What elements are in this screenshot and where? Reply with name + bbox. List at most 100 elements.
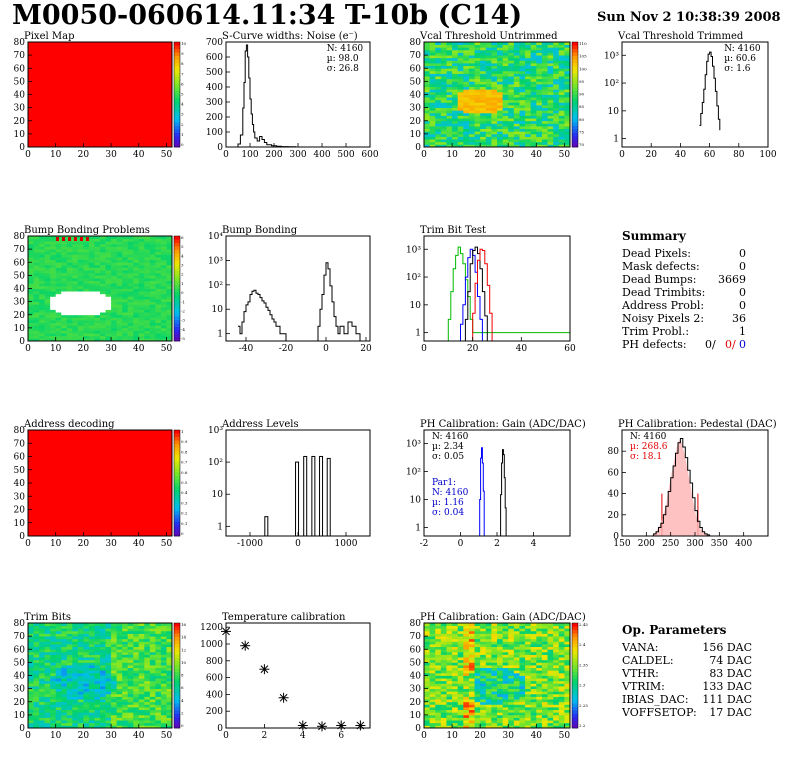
colorbar-tick-label: 8 xyxy=(181,61,184,66)
y-tick-label: 1 xyxy=(415,329,421,339)
y-tick-label: 10 xyxy=(14,711,26,721)
y-tick-label: 20 xyxy=(14,698,26,708)
colorbar-tick-label: 0 xyxy=(181,531,184,536)
y-tick-label: 0 xyxy=(415,143,421,153)
op-params-panel: Op. Parameters VANA: 156 DAC CALDEL: 74 DAC… xyxy=(622,623,752,719)
x-tick-label: 20 xyxy=(474,731,486,741)
stats-line: µ: 1.16 xyxy=(432,498,464,508)
summary-row-ph: PH defects: 0/ 0/ 0 xyxy=(622,338,746,351)
y-tick-label: 600 xyxy=(206,53,223,63)
stats-line: µ: 60.6 xyxy=(724,54,756,64)
y-tick-label: 20 xyxy=(410,117,422,127)
y-tick-label: 1 xyxy=(217,330,223,340)
chart-ph-pedestal: 150 200 250 300 350 400 0 20 40 60 80 PH Calibratio… xyxy=(608,419,777,549)
x-tick-label: 500 xyxy=(337,150,354,160)
op-param-row-label: IBIAS_DAC: xyxy=(622,693,689,706)
y-tick-label: 80 xyxy=(410,619,422,629)
summary-row-label: Address Probl: xyxy=(622,299,705,312)
y-tick-label: 700 xyxy=(206,38,223,48)
summary-row: Dead Pixels: 0 xyxy=(622,247,746,260)
colorbar xyxy=(571,41,579,148)
chart-title: Vcal Threshold Untrimmed xyxy=(419,31,558,42)
y-tick-label: 50 xyxy=(14,658,26,668)
summary-row: Mask defects: 0 xyxy=(622,260,746,273)
y-tick-label: 10 xyxy=(212,490,224,500)
y-tick-label: 70 xyxy=(14,632,26,642)
colorbar-tick-label: 100 xyxy=(579,66,587,71)
x-tick-label: 40 xyxy=(531,150,543,160)
x-tick-label: 0 xyxy=(458,539,464,549)
colorbar-tick-label: 0.8 xyxy=(181,449,188,454)
stats-line: N: 4160 xyxy=(630,432,667,442)
x-tick-label: 4 xyxy=(300,731,306,741)
x-tick-label: 300 xyxy=(686,539,703,549)
hot-pixel xyxy=(86,237,89,241)
stats-line: σ: 0.05 xyxy=(432,452,464,462)
y-tick-label: 40 xyxy=(410,672,422,682)
chart-title: PH Calibration: Gain (ADC/DAC) xyxy=(420,419,586,430)
colorbar-tick-label: 2.2 xyxy=(579,723,586,728)
colorbar-tick-label: 70 xyxy=(579,142,585,147)
bar xyxy=(311,455,316,537)
chart-title: Trim Bits xyxy=(24,612,71,623)
x-tick-label: 20 xyxy=(78,539,90,549)
colorbar-tick-label: 2 xyxy=(181,710,184,715)
series-line xyxy=(235,44,370,148)
stats-line: N: 4160 xyxy=(724,44,761,54)
y-tick-label: 0 xyxy=(19,143,25,153)
y-tick-label: 40 xyxy=(608,490,620,500)
y-tick-label: 10⁴ xyxy=(208,232,223,242)
colorbar-tick-label: 1 xyxy=(181,281,184,286)
y-tick-label: 0 xyxy=(19,532,25,542)
y-tick-label: 10 xyxy=(14,519,26,529)
y-tick-label: 1000 xyxy=(200,640,223,650)
y-tick-label: 80 xyxy=(14,619,26,629)
hot-pixel xyxy=(74,237,77,241)
x-tick-label: 50 xyxy=(559,150,571,160)
chart-title: S-Curve widths: Noise (e⁻) xyxy=(222,31,358,42)
x-tick-label: 10 xyxy=(50,150,62,160)
summary-row-value: 1 xyxy=(739,325,746,338)
op-param-row-label: VTHR: xyxy=(622,667,659,680)
series-line xyxy=(651,438,711,537)
y-tick-label: 20 xyxy=(14,117,26,127)
x-tick-label: 10 xyxy=(50,731,62,741)
op-param-row-value: 83 DAC xyxy=(709,667,752,680)
colorbar xyxy=(173,622,181,729)
y-tick-label: 10 xyxy=(14,324,26,334)
colorbar-tick-label: 0 xyxy=(181,142,184,147)
stats-line: N: 4160 xyxy=(432,488,469,498)
y-tick-label: 50 xyxy=(410,77,422,87)
y-tick-label: 80 xyxy=(14,426,26,436)
stats-line: N: 4160 xyxy=(327,44,364,54)
y-tick-label: 60 xyxy=(410,645,422,655)
colorbar-tick-label: 0.3 xyxy=(181,500,188,505)
page-title: M0050-060614.11:34 T-10b (C14) xyxy=(12,0,523,31)
colorbar-tick-label: 2.3 xyxy=(579,683,586,688)
y-tick-label: 1 xyxy=(217,522,223,532)
y-tick-label: 70 xyxy=(14,245,26,255)
colorbar-tick-label: 85 xyxy=(579,104,585,109)
colorbar-tick-label: 1 xyxy=(181,429,184,434)
y-tick-label: 70 xyxy=(410,632,422,642)
y-tick-label: 70 xyxy=(410,51,422,61)
y-tick-label: 1200 xyxy=(200,623,223,633)
plot-frame xyxy=(423,235,571,342)
summary-row-label: Mask defects: xyxy=(622,260,700,273)
scatter-marker xyxy=(240,640,251,651)
op-param-row: IBIAS_DAC: 111 DAC xyxy=(622,693,752,706)
y-tick-label: 1 xyxy=(613,135,619,145)
x-tick-label: 0 xyxy=(421,344,427,354)
x-tick-label: 40 xyxy=(531,731,543,741)
y-tick-label: 80 xyxy=(14,38,26,48)
chart-vcal-untrimmed: 110 105 100 95 90 85 80 75 70 0 10 20 30 40 50 0 10 20 30 4… xyxy=(410,31,588,160)
x-tick-label: 30 xyxy=(503,731,515,741)
x-tick-label: 4 xyxy=(531,539,537,549)
colorbar xyxy=(571,622,579,729)
colorbar-tick-label: 90 xyxy=(579,92,585,97)
y-tick-label: 60 xyxy=(608,468,620,478)
x-tick-label: 10 xyxy=(446,731,458,741)
op-param-row-value: 133 DAC xyxy=(702,680,752,693)
chart-title: PH Calibration: Gain (ADC/DAC) xyxy=(420,612,586,623)
